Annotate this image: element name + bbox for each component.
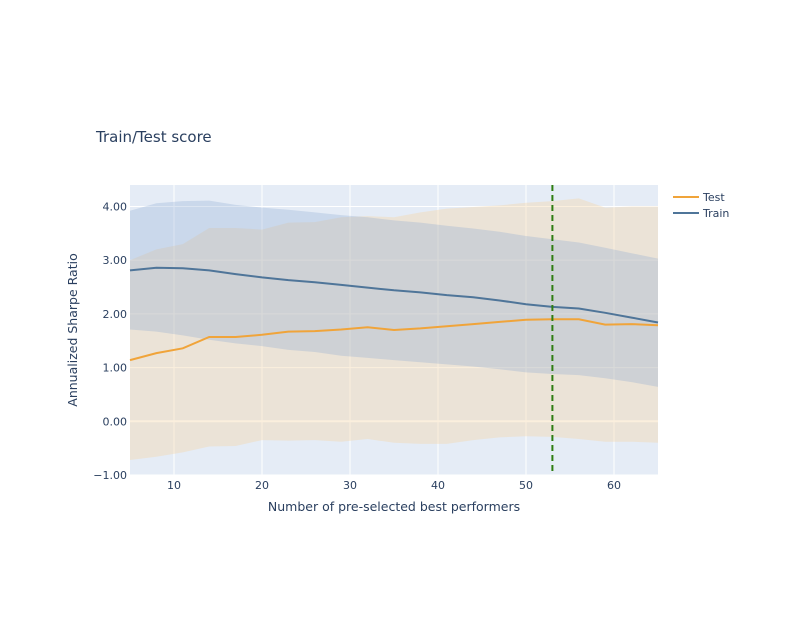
x-tick-label: 60 [607, 479, 621, 492]
legend: Test Train [673, 191, 729, 220]
y-tick-label: 1.00 [103, 362, 128, 375]
band-train [130, 200, 658, 387]
x-tick-label: 30 [343, 479, 357, 492]
y-tick-label: 4.00 [103, 200, 128, 213]
y-tick-label: 2.00 [103, 308, 128, 321]
x-tick-label: 20 [255, 479, 269, 492]
y-axis-title: Annualized Sharpe Ratio [65, 253, 80, 406]
x-tick-label: 40 [431, 479, 445, 492]
y-tick-labels: −1.00 0.00 1.00 2.00 3.00 4.00 [93, 200, 127, 482]
chart-title: Train/Test score [95, 128, 212, 146]
y-tick-label: −1.00 [93, 469, 127, 482]
series-lines [129, 266, 659, 362]
x-axis-title: Number of pre-selected best performers [268, 499, 520, 514]
line-train [129, 266, 659, 324]
legend-label-train: Train [702, 207, 729, 220]
grid-lines [130, 185, 658, 476]
x-tick-label: 10 [167, 479, 181, 492]
x-tick-label: 50 [519, 479, 533, 492]
legend-label-test: Test [702, 191, 725, 204]
x-tick-labels: 10 20 30 40 50 60 [167, 479, 621, 492]
y-tick-label: 0.00 [103, 415, 128, 428]
line-test [129, 318, 659, 362]
y-tick-label: 3.00 [103, 254, 128, 267]
